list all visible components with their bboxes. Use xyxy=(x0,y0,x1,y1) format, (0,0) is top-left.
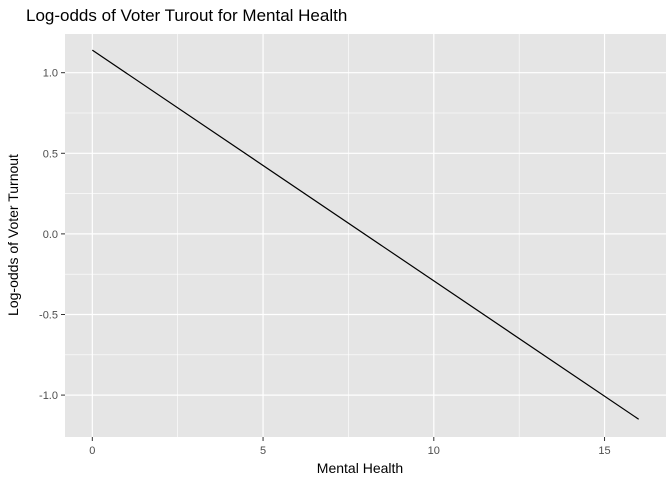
x-axis: 0 5 10 15 xyxy=(89,437,611,457)
y-tick-label: 0.5 xyxy=(43,148,58,160)
x-axis-title: Mental Health xyxy=(317,460,403,476)
series-line xyxy=(91,49,640,420)
y-tick-label: 1.0 xyxy=(43,68,58,80)
minor-gridlines xyxy=(65,34,666,437)
x-tick-label: 10 xyxy=(428,445,440,457)
y-tick-label: 0.0 xyxy=(43,229,58,241)
series-layer xyxy=(91,49,640,420)
y-tick-label: -0.5 xyxy=(39,309,58,321)
major-gridlines xyxy=(65,34,666,437)
x-tick-label: 0 xyxy=(89,445,95,457)
y-axis: -1.0 -0.5 0.0 0.5 1.0 xyxy=(39,68,65,402)
x-tick-label: 15 xyxy=(598,445,610,457)
y-axis-title: Log-odds of Voter Turnout xyxy=(5,154,21,316)
x-tick-label: 5 xyxy=(260,445,266,457)
y-tick-label: -1.0 xyxy=(39,390,58,402)
chart-title: Log-odds of Voter Turout for Mental Heal… xyxy=(26,6,347,25)
